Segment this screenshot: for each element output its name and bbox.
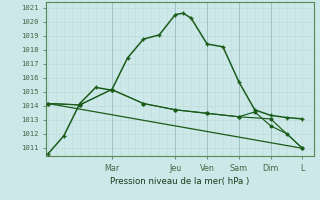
X-axis label: Pression niveau de la mer( hPa ): Pression niveau de la mer( hPa ): [110, 177, 250, 186]
